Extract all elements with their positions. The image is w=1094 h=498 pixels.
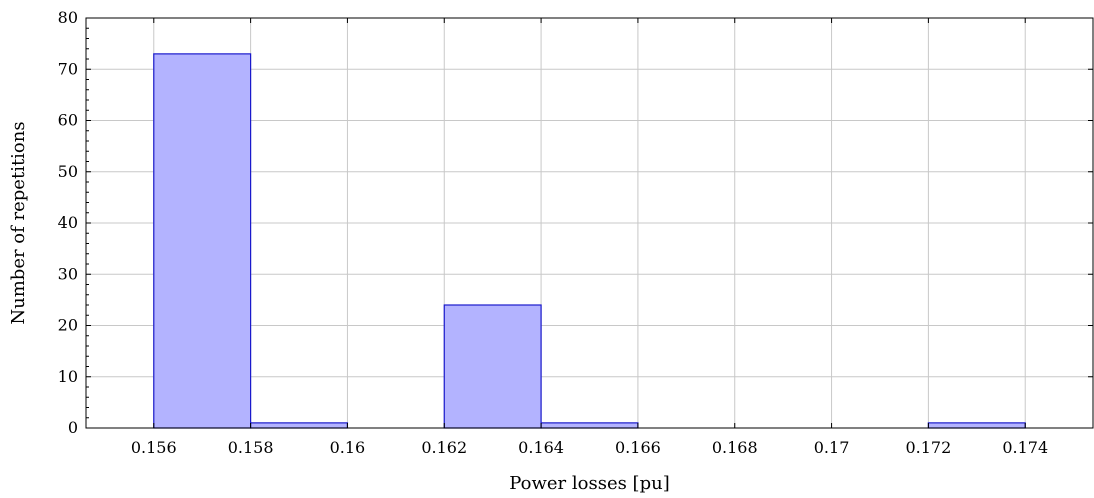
histogram-bar (250, 422, 349, 429)
grid-lines (86, 18, 1093, 428)
y-tick-label: 40 (58, 213, 78, 232)
x-tick-label: 0.162 (421, 438, 467, 457)
y-tick-label: 60 (58, 111, 78, 130)
y-tick-label: 80 (58, 8, 78, 27)
histogram-bar (443, 304, 542, 429)
histogram-bar (153, 53, 252, 429)
y-tick-label: 0 (68, 418, 78, 437)
x-tick-label: 0.166 (615, 438, 661, 457)
y-tick-label: 30 (58, 264, 78, 283)
histogram-bar (927, 422, 1026, 429)
histogram-bar (540, 422, 639, 429)
x-tick-label: 0.172 (905, 438, 951, 457)
bars (153, 53, 1026, 429)
x-tick-label: 0.164 (518, 438, 564, 457)
axis-ticks (86, 17, 1093, 429)
y-axis-label: Number of repetitions (8, 121, 29, 324)
x-tick-label: 0.174 (1002, 438, 1048, 457)
x-axis-label: Power losses [pu] (509, 473, 669, 494)
y-tick-label: 70 (58, 59, 78, 78)
x-tick-label: 0.168 (712, 438, 758, 457)
tick-labels: 0.156 0.158 0.16 0.162 0.164 0.166 0.168 0.17 0.… (58, 8, 1048, 457)
x-tick-label: 0.158 (228, 438, 274, 457)
x-tick-label: 0.156 (131, 438, 177, 457)
y-tick-label: 20 (58, 316, 78, 335)
x-tick-label: 0.17 (814, 438, 850, 457)
x-tick-label: 0.16 (330, 438, 366, 457)
y-tick-label: 50 (58, 162, 78, 181)
y-tick-label: 10 (58, 367, 78, 386)
